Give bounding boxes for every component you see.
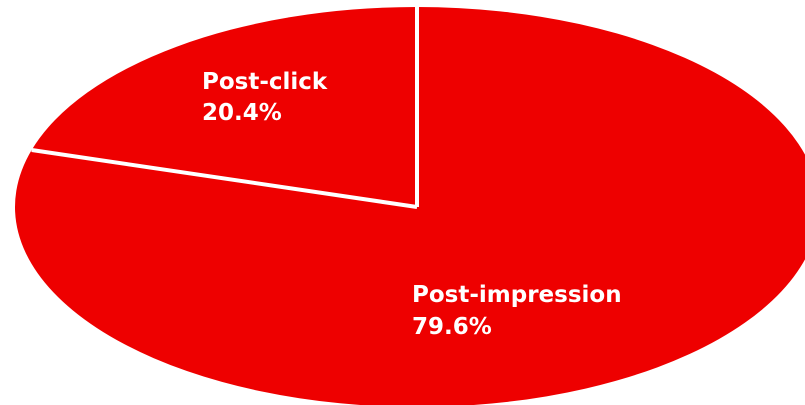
slice-name-label: Post-impression [412, 282, 622, 308]
slice-value-label: 79.6% [412, 314, 492, 340]
slice-label-post-click: Post-click 20.4% [202, 69, 328, 126]
slice-separators [31, 7, 419, 209]
slice-value-label: 20.4% [202, 100, 282, 126]
pie-slice-post-click [31, 7, 417, 207]
slice-label-post-impression: Post-impression 79.6% [412, 282, 622, 340]
slice-name-label: Post-click [202, 69, 328, 95]
slice-separator-line [31, 148, 418, 209]
